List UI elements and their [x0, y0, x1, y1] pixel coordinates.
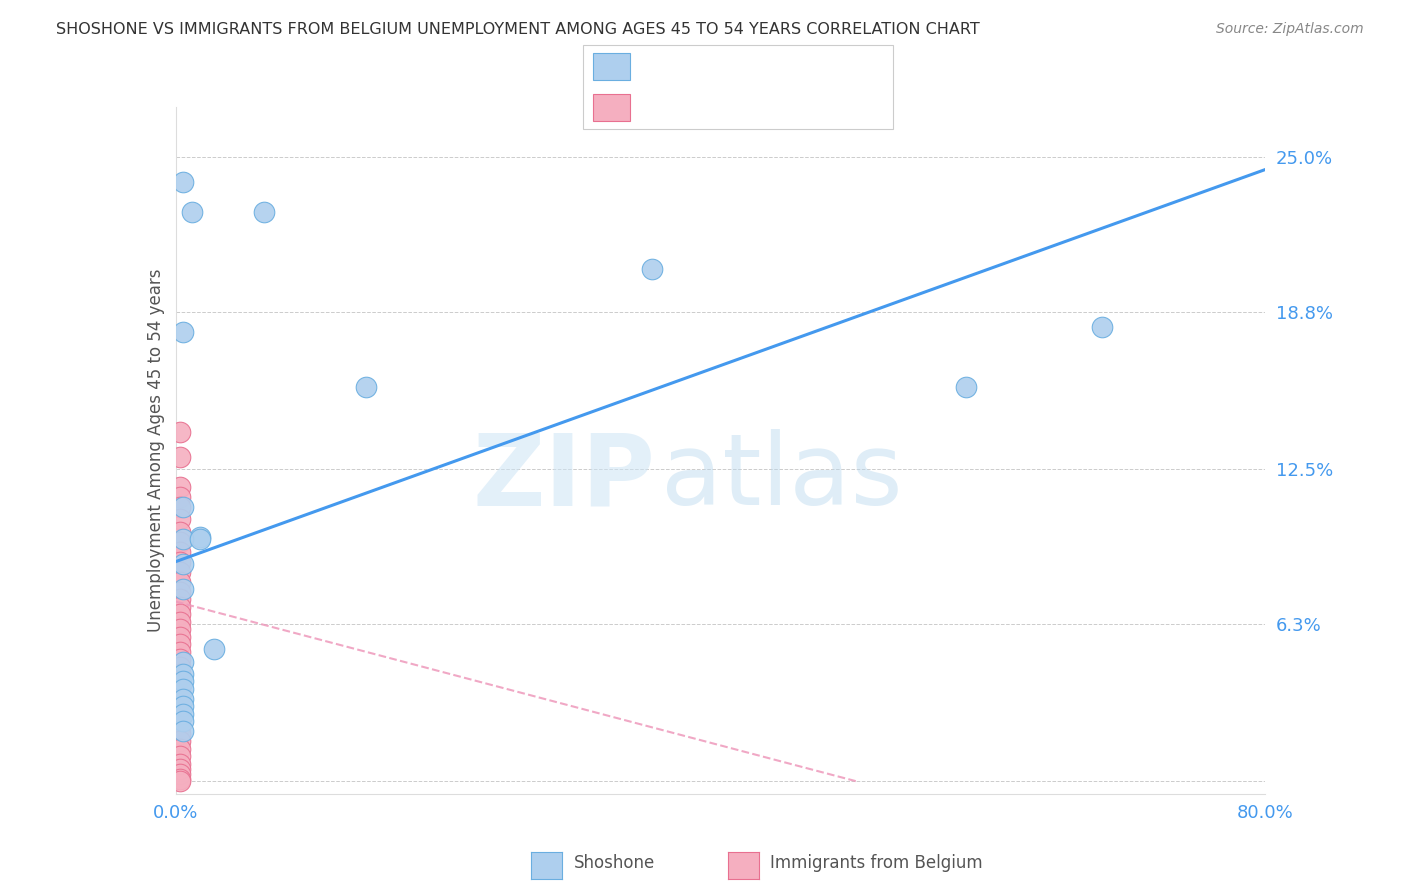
Point — [169, 742, 191, 756]
Point — [172, 674, 194, 689]
Point — [172, 706, 194, 721]
Point — [641, 262, 664, 277]
Point — [169, 756, 191, 771]
Point — [1091, 319, 1114, 334]
Text: N =: N = — [775, 98, 807, 116]
Text: -0.040: -0.040 — [697, 98, 758, 116]
Point — [169, 727, 191, 741]
Point — [169, 512, 191, 526]
Point — [253, 205, 276, 219]
Point — [169, 615, 191, 629]
Text: ZIP: ZIP — [472, 429, 655, 526]
Point — [181, 205, 204, 219]
Point — [169, 574, 191, 589]
Point — [169, 637, 191, 651]
Point — [169, 712, 191, 726]
Point — [169, 622, 191, 636]
Text: R =: R = — [643, 58, 673, 76]
Text: 40: 40 — [825, 98, 848, 116]
Point — [169, 450, 191, 464]
Point — [169, 719, 191, 733]
Point — [169, 674, 191, 689]
Point — [169, 490, 191, 504]
Point — [169, 659, 191, 673]
Point — [172, 500, 194, 514]
Point — [169, 584, 191, 599]
Text: Immigrants from Belgium: Immigrants from Belgium — [770, 854, 983, 871]
Point — [169, 762, 191, 776]
Point — [169, 607, 191, 621]
Text: 0.468: 0.468 — [697, 58, 751, 76]
Text: Source: ZipAtlas.com: Source: ZipAtlas.com — [1216, 22, 1364, 37]
Point — [172, 532, 194, 546]
Point — [172, 681, 194, 696]
Point — [169, 705, 191, 719]
Point — [169, 681, 191, 696]
Point — [169, 772, 191, 786]
FancyBboxPatch shape — [593, 54, 630, 80]
Point — [169, 524, 191, 539]
Point — [169, 652, 191, 666]
Text: N =: N = — [775, 58, 807, 76]
Point — [169, 544, 191, 558]
Point — [172, 699, 194, 714]
Point — [169, 599, 191, 614]
Text: R =: R = — [643, 98, 673, 116]
Point — [169, 565, 191, 579]
Text: Shoshone: Shoshone — [574, 854, 655, 871]
Point — [169, 500, 191, 514]
Point — [169, 592, 191, 607]
Point — [169, 425, 191, 439]
Point — [172, 175, 194, 189]
Point — [169, 749, 191, 764]
Point — [172, 325, 194, 339]
Point — [169, 734, 191, 748]
Point — [169, 644, 191, 658]
Text: SHOSHONE VS IMMIGRANTS FROM BELGIUM UNEMPLOYMENT AMONG AGES 45 TO 54 YEARS CORRE: SHOSHONE VS IMMIGRANTS FROM BELGIUM UNEM… — [56, 22, 980, 37]
FancyBboxPatch shape — [593, 94, 630, 120]
Point — [172, 692, 194, 706]
FancyBboxPatch shape — [583, 45, 893, 129]
Point — [188, 532, 211, 546]
Point — [172, 667, 194, 681]
Point — [188, 530, 211, 544]
Point — [202, 642, 225, 657]
Point — [169, 534, 191, 549]
Point — [169, 480, 191, 494]
Point — [172, 714, 194, 729]
Point — [172, 655, 194, 669]
Y-axis label: Unemployment Among Ages 45 to 54 years: Unemployment Among Ages 45 to 54 years — [146, 268, 165, 632]
Point — [169, 630, 191, 644]
Text: atlas: atlas — [661, 429, 903, 526]
Point — [172, 724, 194, 739]
Point — [169, 697, 191, 711]
Point — [172, 582, 194, 596]
Point — [955, 380, 977, 394]
Point — [172, 557, 194, 571]
Point — [169, 774, 191, 789]
Text: 24: 24 — [825, 58, 848, 76]
Point — [169, 690, 191, 704]
Point — [356, 380, 378, 394]
Point — [169, 667, 191, 681]
Point — [169, 555, 191, 569]
Point — [169, 767, 191, 781]
